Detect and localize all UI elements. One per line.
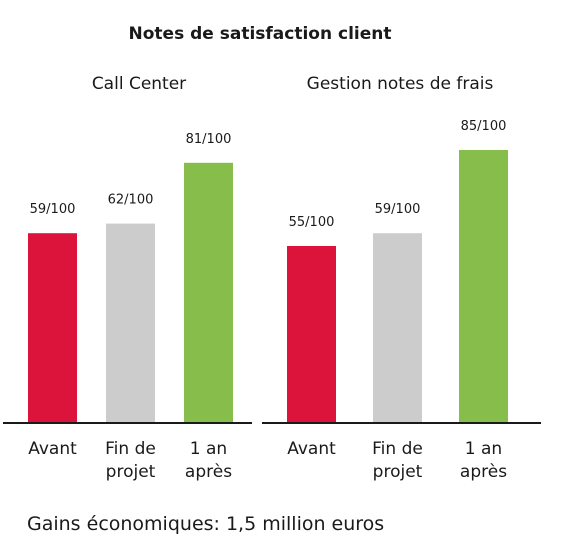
expense-notes-value-label-un-an-apres: 85/100 bbox=[461, 119, 507, 134]
expense-notes-subtitle: Gestion notes de frais bbox=[307, 74, 494, 94]
call-center-value-label-avant: 59/100 bbox=[30, 202, 76, 217]
expense-notes-bar-fin-de-projet bbox=[373, 233, 422, 422]
call-center-bar-un-an-apres bbox=[184, 162, 233, 423]
expense-notes-panel: 55/100 Avant 59/100 Fin de projet 85/100 1 an a… bbox=[262, 119, 541, 482]
call-center-category-label-fin-de-projet: Fin de projet bbox=[105, 439, 156, 482]
call-center-bar-avant bbox=[28, 233, 77, 422]
expense-notes-value-label-fin-de-projet: 59/100 bbox=[375, 202, 421, 217]
call-center-panel: 59/100 Avant 62/100 Fin de projet 81/100 1 an a… bbox=[3, 132, 252, 482]
expense-notes-value-label-avant: 55/100 bbox=[289, 215, 335, 230]
footer-savings-text: Gains économiques: 1,5 million euros bbox=[27, 513, 384, 535]
chart-title: Notes de satisfaction client bbox=[129, 24, 392, 44]
call-center-category-label-avant: Avant bbox=[28, 439, 77, 459]
expense-notes-bar-avant bbox=[287, 246, 336, 422]
call-center-category-label-un-an-apres: 1 an après bbox=[185, 439, 232, 482]
expense-notes-category-label-un-an-apres: 1 an après bbox=[460, 439, 507, 482]
expense-notes-category-label-fin-de-projet: Fin de projet bbox=[372, 439, 423, 482]
call-center-value-label-fin-de-projet: 62/100 bbox=[108, 193, 154, 208]
expense-notes-category-label-avant: Avant bbox=[287, 439, 336, 459]
call-center-bar-fin-de-projet bbox=[106, 223, 155, 422]
expense-notes-bar-un-an-apres bbox=[459, 150, 508, 422]
call-center-value-label-un-an-apres: 81/100 bbox=[186, 132, 232, 147]
call-center-subtitle: Call Center bbox=[92, 74, 186, 94]
